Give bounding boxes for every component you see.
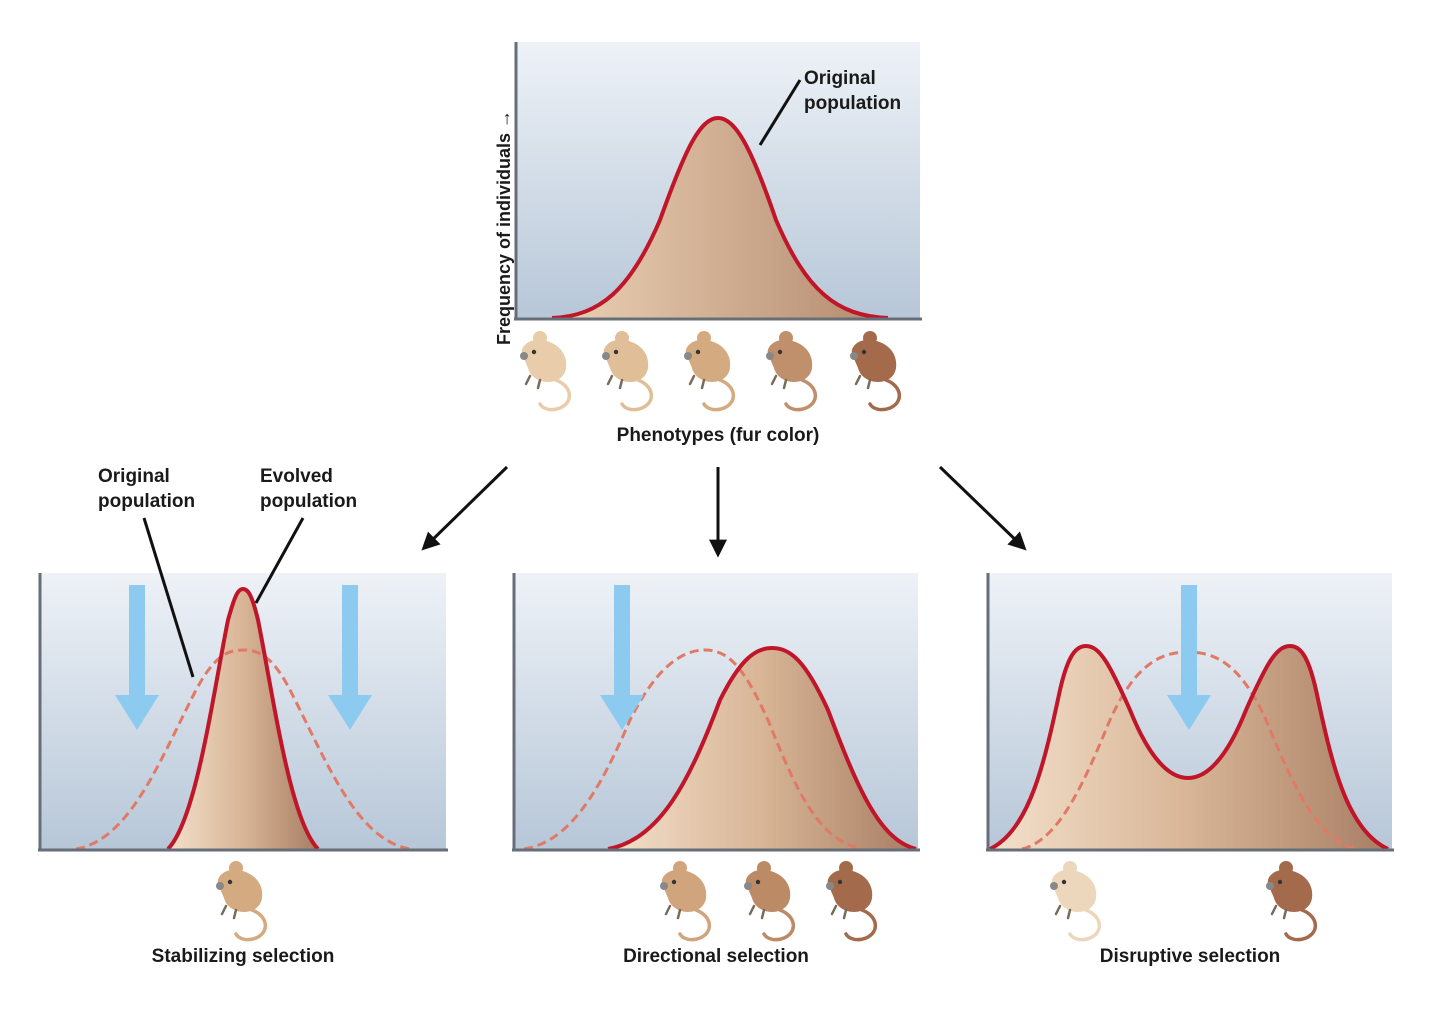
callout-line2: population: [260, 491, 358, 512]
callout-evolved-line: [254, 517, 305, 604]
stabilizing-caption: Stabilizing selection: [151, 946, 335, 967]
evolved-population-curve: [989, 643, 1389, 851]
mouse-icon: [824, 859, 878, 942]
x-axis-label: Phenotypes (fur color): [616, 425, 820, 446]
down-arrow-icon: [115, 585, 159, 730]
callout-line1: Evolved: [260, 466, 333, 487]
branch-arrows: [421, 465, 1027, 558]
mouse-icon: [764, 329, 818, 412]
y-axis-label: Frequency of individuals →: [494, 109, 514, 345]
down-arrow-icon: [1167, 585, 1211, 730]
mouse-icon: [682, 329, 736, 412]
evolved-population-curve: [166, 586, 320, 851]
original-population-dashed-curve: [523, 648, 863, 851]
phenotype-mice-row: [518, 329, 902, 412]
arrow-to-disruptive-icon: [938, 465, 1027, 551]
arrow-to-stabilizing-icon: [421, 465, 509, 551]
disruptive-chart: [986, 573, 1394, 852]
mouse-icon: [1048, 859, 1102, 942]
callout-line1: Original: [804, 68, 876, 89]
mouse-icon: [742, 859, 796, 942]
stabilizing-evolved-callout: Evolved population: [260, 464, 357, 514]
original-population-dashed-curve: [75, 648, 411, 851]
evolved-population-curve: [607, 645, 917, 851]
callout-line1: Original: [98, 466, 170, 487]
top-chart: [514, 42, 922, 321]
callout-line2: population: [804, 93, 902, 114]
mouse-icon: [658, 859, 712, 942]
disruptive-caption: Disruptive selection: [1099, 946, 1281, 967]
callout-original-line: [142, 517, 195, 678]
stabilizing-original-callout: Original population: [98, 464, 195, 514]
mouse-icon: [848, 329, 902, 412]
down-arrow-icon: [328, 585, 372, 730]
down-arrow-icon: [600, 585, 644, 730]
mouse-icon: [1264, 859, 1318, 942]
evolved-population-fill: [168, 589, 318, 849]
original-population-curve: [551, 115, 889, 320]
callout-line: [758, 79, 802, 146]
directional-caption: Directional selection: [623, 946, 809, 967]
callout-line2: population: [98, 491, 196, 512]
top-callout-label: Original population: [804, 66, 901, 116]
stabilizing-chart: [38, 517, 448, 852]
mouse-icon: [214, 859, 268, 942]
mouse-icon: [518, 329, 572, 412]
directional-chart: [512, 573, 920, 852]
mouse-icon: [600, 329, 654, 412]
